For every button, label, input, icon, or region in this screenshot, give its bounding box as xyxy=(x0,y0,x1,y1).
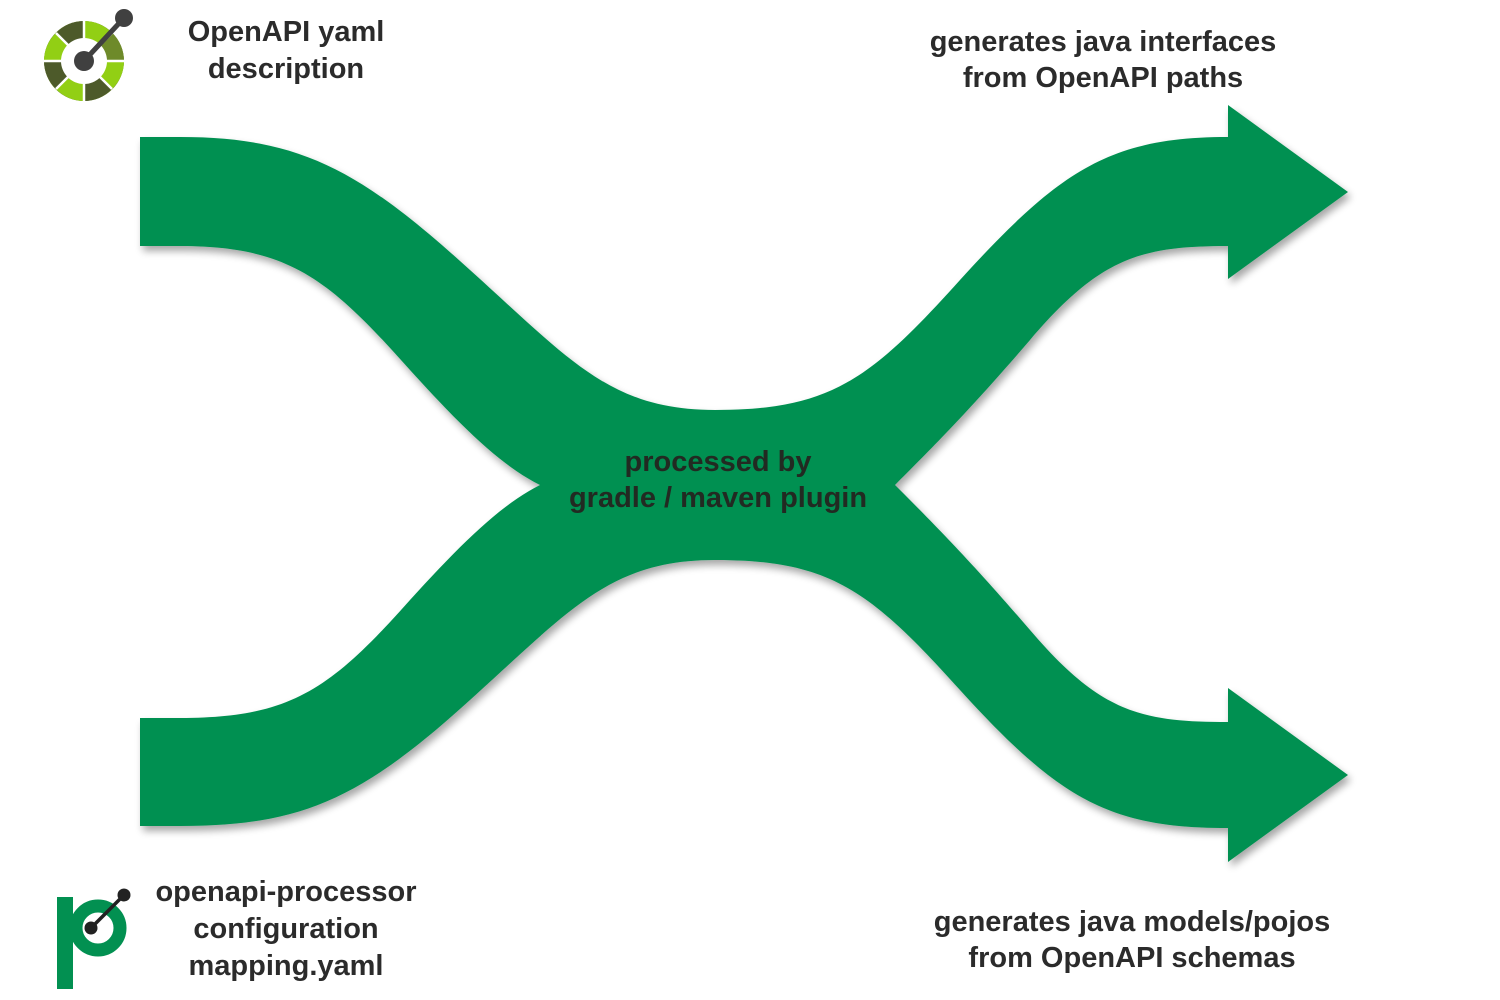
processing-plugin-label: processed by gradle / maven plugin xyxy=(540,444,896,516)
processor-label-line-1: openapi-processor xyxy=(155,876,417,908)
processor-config-label: openapi-processor configuration mapping.… xyxy=(130,874,442,985)
models-label-line-2: from OpenAPI schemas xyxy=(968,942,1296,974)
models-label-line-1: generates java models/pojos xyxy=(933,906,1331,938)
interfaces-label-line-2: from OpenAPI paths xyxy=(962,62,1244,94)
openapi-label-line-2: description xyxy=(207,53,365,85)
x-flow-arrow xyxy=(140,105,1348,862)
interfaces-label-line-1: generates java interfaces xyxy=(929,26,1277,58)
openapi-processor-logo-icon xyxy=(57,888,131,989)
java-interfaces-output-label: generates java interfaces from OpenAPI p… xyxy=(890,24,1316,96)
processor-label-line-3: mapping.yaml xyxy=(188,950,384,982)
center-label-line-1: processed by xyxy=(624,446,812,478)
java-models-output-label: generates java models/pojos from OpenAPI… xyxy=(900,904,1364,976)
openapi-logo-icon xyxy=(44,9,133,101)
processor-label-line-2: configuration xyxy=(193,913,379,945)
openapi-description-label: OpenAPI yaml description xyxy=(150,14,422,88)
openapi-label-line-1: OpenAPI yaml xyxy=(187,16,385,48)
center-label-line-2: gradle / maven plugin xyxy=(568,482,868,514)
